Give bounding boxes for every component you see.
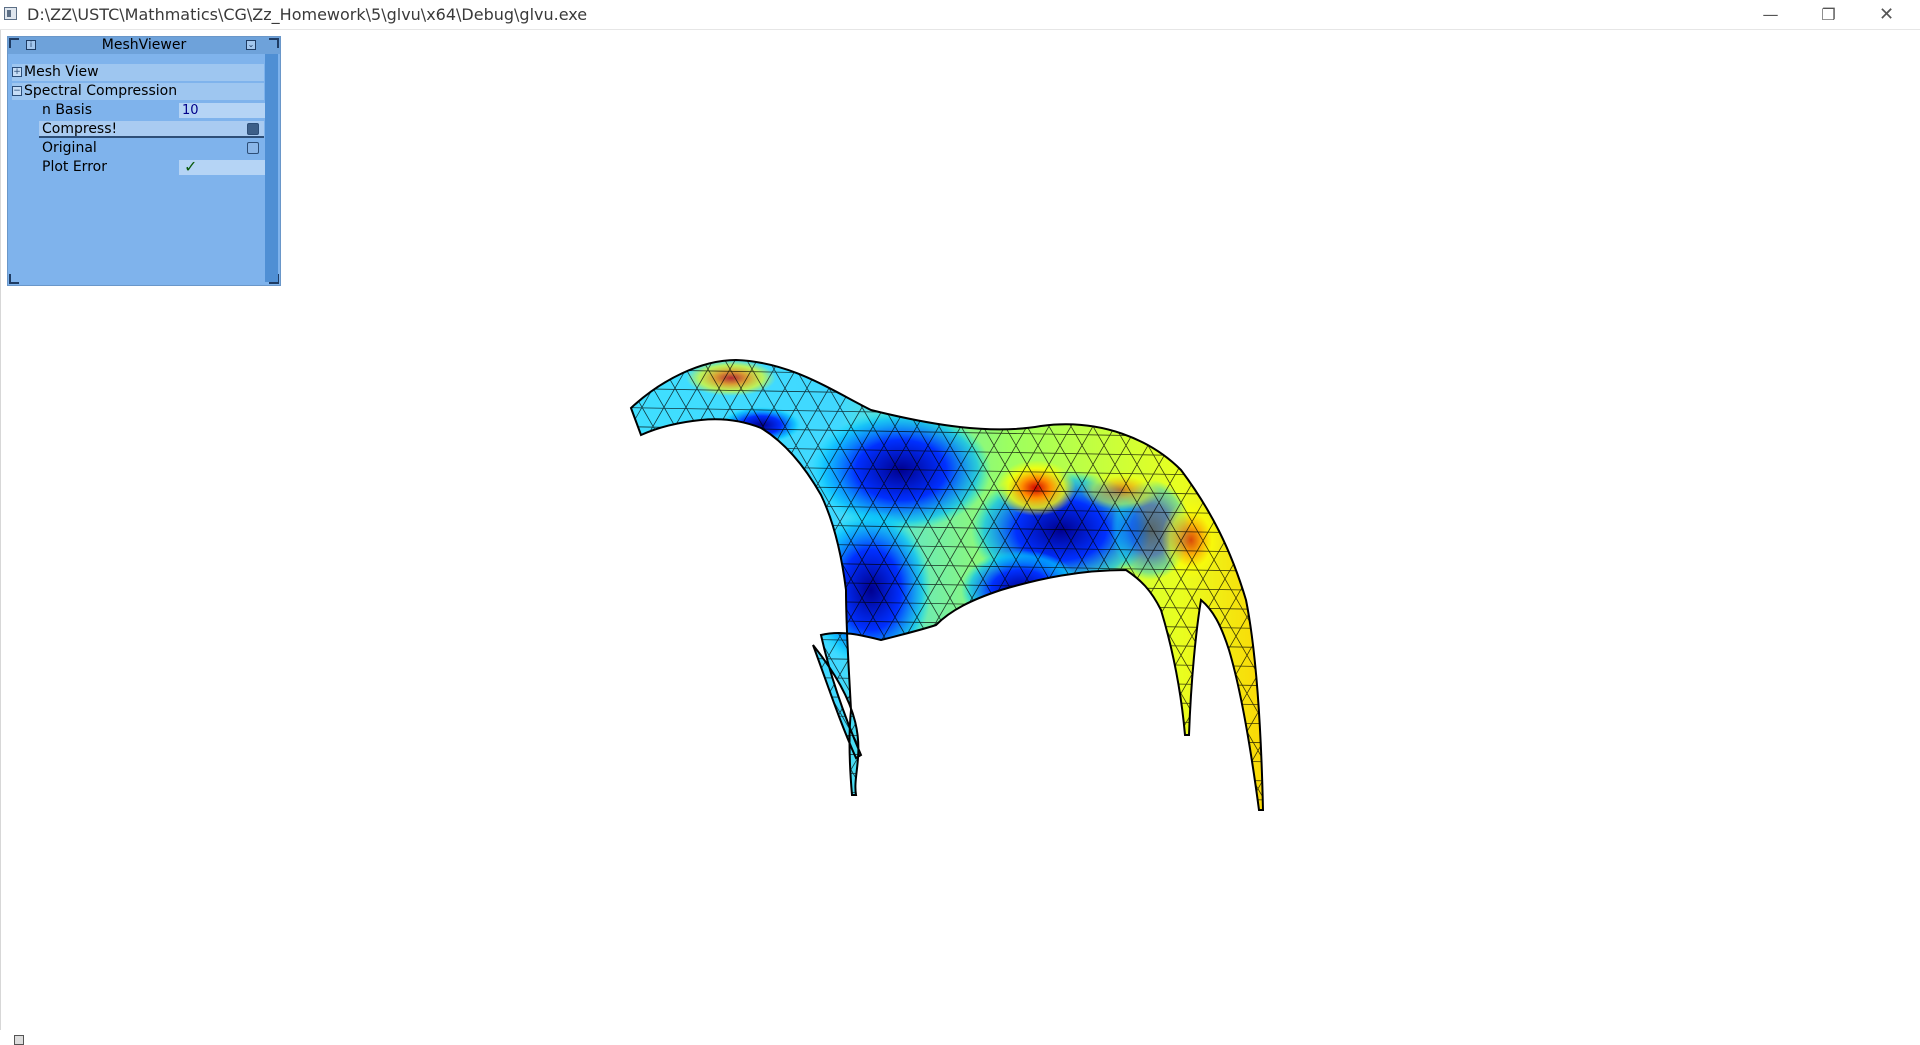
original-button[interactable]: Original: [39, 140, 264, 157]
window-titlebar: D:\ZZ\USTC\Mathmatics\CG\Zz_Homework\5\g…: [0, 0, 1920, 30]
param-plot-error: Plot Error ✓: [12, 157, 265, 176]
button-label: Compress!: [42, 121, 118, 137]
resize-corner-bottom-right-icon[interactable]: [269, 274, 279, 284]
app-icon: [4, 7, 17, 20]
button-icon: [247, 142, 259, 154]
checkmark-icon: ✓: [184, 157, 198, 176]
group-spectral-compression[interactable]: − Spectral Compression: [12, 83, 264, 100]
button-label: Original: [42, 140, 97, 156]
tweakbar-panel[interactable]: i MeshViewer ⌄ + Mesh View − Spectral Comp…: [7, 36, 281, 286]
tweakbar-scrollbar[interactable]: [265, 54, 278, 282]
param-label: n Basis: [42, 102, 92, 118]
resize-corner-top-left-icon[interactable]: [9, 38, 19, 48]
group-label: Spectral Compression: [24, 83, 178, 99]
mesh-surface: [631, 360, 1263, 810]
tweakbar-titlebar[interactable]: i MeshViewer ⌄: [8, 37, 280, 54]
param-label: Plot Error: [42, 159, 107, 175]
plot-error-checkbox[interactable]: [179, 160, 265, 175]
close-button[interactable]: ✕: [1878, 4, 1895, 25]
param-n-basis: n Basis 10: [12, 102, 265, 119]
n-basis-input[interactable]: 10: [179, 103, 265, 118]
group-label: Mesh View: [24, 64, 99, 80]
window-title: D:\ZZ\USTC\Mathmatics\CG\Zz_Homework\5\g…: [27, 5, 588, 24]
button-icon: [247, 123, 259, 135]
restore-button[interactable]: ❐: [1821, 5, 1836, 24]
iconify-icon[interactable]: ⌄: [246, 40, 256, 50]
corner-resize-icon: [14, 1035, 24, 1045]
resize-corner-top-right-icon[interactable]: [269, 38, 279, 48]
collapse-icon[interactable]: −: [12, 86, 22, 96]
gl-viewport[interactable]: [0, 30, 1920, 1045]
help-icon[interactable]: i: [26, 40, 36, 50]
mesh-wireframe: [631, 360, 1263, 810]
tweakbar-title: MeshViewer: [101, 37, 187, 53]
resize-corner-bottom-left-icon[interactable]: [9, 274, 19, 284]
group-mesh-view[interactable]: + Mesh View: [12, 64, 264, 81]
compress-button[interactable]: Compress!: [39, 121, 264, 138]
mesh-render[interactable]: [1, 30, 1920, 1030]
minimize-button[interactable]: —: [1762, 5, 1779, 24]
expand-icon[interactable]: +: [12, 67, 22, 77]
